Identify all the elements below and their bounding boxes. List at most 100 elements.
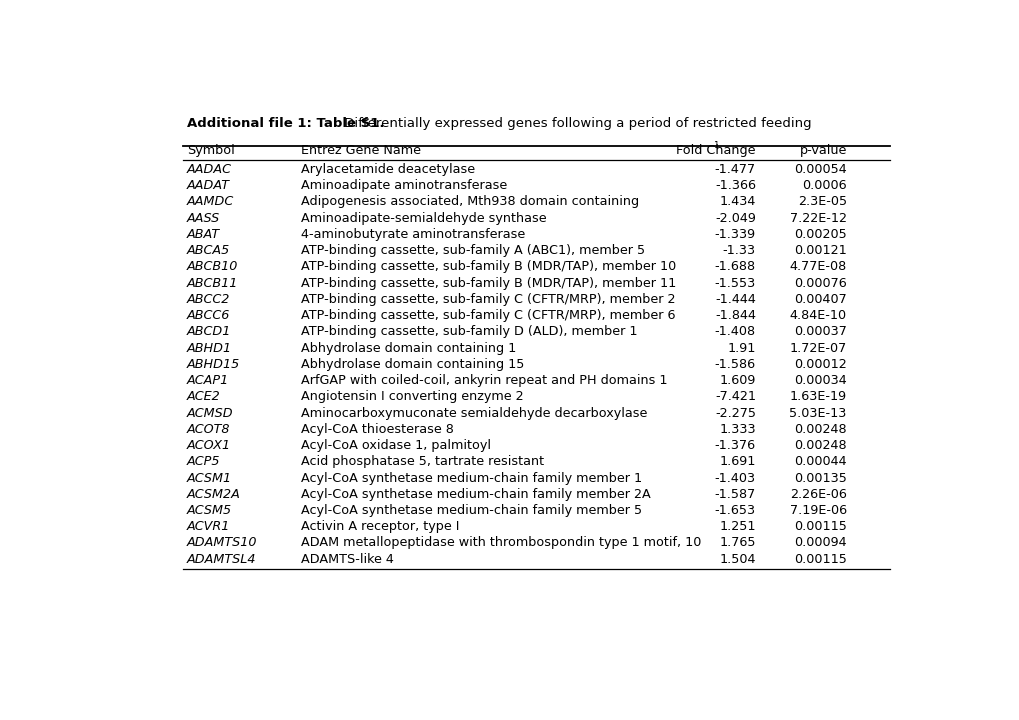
Text: AADAC: AADAC <box>186 163 231 176</box>
Text: AASS: AASS <box>186 212 220 225</box>
Text: ADAMTS10: ADAMTS10 <box>186 536 257 549</box>
Text: ABCA5: ABCA5 <box>186 244 230 257</box>
Text: Acyl-CoA thioesterase 8: Acyl-CoA thioesterase 8 <box>302 423 453 436</box>
Text: -1.477: -1.477 <box>714 163 755 176</box>
Text: Aminoadipate-semialdehyde synthase: Aminoadipate-semialdehyde synthase <box>302 212 546 225</box>
Text: ACOT8: ACOT8 <box>186 423 230 436</box>
Text: 5.03E-13: 5.03E-13 <box>789 407 846 420</box>
Text: ACE2: ACE2 <box>186 390 220 403</box>
Text: p-value: p-value <box>799 144 846 157</box>
Text: 1.72E-07: 1.72E-07 <box>789 341 846 354</box>
Text: -1.444: -1.444 <box>714 293 755 306</box>
Text: ACSM1: ACSM1 <box>186 472 231 485</box>
Text: Abhydrolase domain containing 15: Abhydrolase domain containing 15 <box>302 358 524 371</box>
Text: -1.653: -1.653 <box>714 504 755 517</box>
Text: -1.586: -1.586 <box>714 358 755 371</box>
Text: 0.00044: 0.00044 <box>794 455 846 468</box>
Text: -1.376: -1.376 <box>714 439 755 452</box>
Text: ABHD15: ABHD15 <box>186 358 239 371</box>
Text: 4-aminobutyrate aminotransferase: 4-aminobutyrate aminotransferase <box>302 228 525 241</box>
Text: ADAMTSL4: ADAMTSL4 <box>186 553 256 566</box>
Text: ACSM2A: ACSM2A <box>186 487 240 500</box>
Text: ACVR1: ACVR1 <box>186 521 230 534</box>
Text: 1.609: 1.609 <box>718 374 755 387</box>
Text: Acid phosphatase 5, tartrate resistant: Acid phosphatase 5, tartrate resistant <box>302 455 544 468</box>
Text: Symbol: Symbol <box>186 144 234 157</box>
Text: -1.844: -1.844 <box>714 309 755 322</box>
Text: 0.00205: 0.00205 <box>794 228 846 241</box>
Text: 0.0006: 0.0006 <box>802 179 846 192</box>
Text: -2.275: -2.275 <box>714 407 755 420</box>
Text: 1.765: 1.765 <box>718 536 755 549</box>
Text: 2.26E-06: 2.26E-06 <box>789 487 846 500</box>
Text: -1.553: -1.553 <box>714 276 755 289</box>
Text: ArfGAP with coiled-coil, ankyrin repeat and PH domains 1: ArfGAP with coiled-coil, ankyrin repeat … <box>302 374 667 387</box>
Text: ABCC6: ABCC6 <box>186 309 230 322</box>
Text: ACP5: ACP5 <box>186 455 220 468</box>
Text: ADAM metallopeptidase with thrombospondin type 1 motif, 10: ADAM metallopeptidase with thrombospondi… <box>302 536 701 549</box>
Text: 0.00054: 0.00054 <box>794 163 846 176</box>
Text: Adipogenesis associated, Mth938 domain containing: Adipogenesis associated, Mth938 domain c… <box>302 195 639 208</box>
Text: 0.00115: 0.00115 <box>793 553 846 566</box>
Text: Arylacetamide deacetylase: Arylacetamide deacetylase <box>302 163 475 176</box>
Text: Fold Change: Fold Change <box>676 144 755 157</box>
Text: ACSM5: ACSM5 <box>186 504 231 517</box>
Text: -7.421: -7.421 <box>714 390 755 403</box>
Text: ABAT: ABAT <box>186 228 220 241</box>
Text: Acyl-CoA synthetase medium-chain family member 2A: Acyl-CoA synthetase medium-chain family … <box>302 487 650 500</box>
Text: -1.688: -1.688 <box>714 261 755 274</box>
Text: 1.251: 1.251 <box>718 521 755 534</box>
Text: Aminocarboxymuconate semialdehyde decarboxylase: Aminocarboxymuconate semialdehyde decarb… <box>302 407 647 420</box>
Text: ACOX1: ACOX1 <box>186 439 230 452</box>
Text: 4.77E-08: 4.77E-08 <box>789 261 846 274</box>
Text: 7.22E-12: 7.22E-12 <box>789 212 846 225</box>
Text: 1.691: 1.691 <box>718 455 755 468</box>
Text: 0.00012: 0.00012 <box>794 358 846 371</box>
Text: Aminoadipate aminotransferase: Aminoadipate aminotransferase <box>302 179 507 192</box>
Text: 0.00135: 0.00135 <box>793 472 846 485</box>
Text: 0.00407: 0.00407 <box>794 293 846 306</box>
Text: 0.00076: 0.00076 <box>794 276 846 289</box>
Text: 1.333: 1.333 <box>718 423 755 436</box>
Text: 0.00034: 0.00034 <box>794 374 846 387</box>
Text: 1.504: 1.504 <box>718 553 755 566</box>
Text: ATP-binding cassette, sub-family A (ABC1), member 5: ATP-binding cassette, sub-family A (ABC1… <box>302 244 645 257</box>
Text: ATP-binding cassette, sub-family B (MDR/TAP), member 10: ATP-binding cassette, sub-family B (MDR/… <box>302 261 676 274</box>
Text: 0.00248: 0.00248 <box>794 423 846 436</box>
Text: 1: 1 <box>712 141 718 150</box>
Text: 0.00121: 0.00121 <box>794 244 846 257</box>
Text: Differentially expressed genes following a period of restricted feeding: Differentially expressed genes following… <box>339 117 811 130</box>
Text: 7.19E-06: 7.19E-06 <box>789 504 846 517</box>
Text: 1.63E-19: 1.63E-19 <box>789 390 846 403</box>
Text: Additional file 1: Table S1.: Additional file 1: Table S1. <box>186 117 384 130</box>
Text: -1.33: -1.33 <box>722 244 755 257</box>
Text: ATP-binding cassette, sub-family C (CFTR/MRP), member 6: ATP-binding cassette, sub-family C (CFTR… <box>302 309 676 322</box>
Text: ATP-binding cassette, sub-family B (MDR/TAP), member 11: ATP-binding cassette, sub-family B (MDR/… <box>302 276 676 289</box>
Text: ABCB10: ABCB10 <box>186 261 237 274</box>
Text: Acyl-CoA oxidase 1, palmitoyl: Acyl-CoA oxidase 1, palmitoyl <box>302 439 491 452</box>
Text: AADAT: AADAT <box>186 179 229 192</box>
Text: ADAMTS-like 4: ADAMTS-like 4 <box>302 553 394 566</box>
Text: AAMDC: AAMDC <box>186 195 233 208</box>
Text: ACAP1: ACAP1 <box>186 374 229 387</box>
Text: 1.91: 1.91 <box>727 341 755 354</box>
Text: ATP-binding cassette, sub-family C (CFTR/MRP), member 2: ATP-binding cassette, sub-family C (CFTR… <box>302 293 676 306</box>
Text: Activin A receptor, type I: Activin A receptor, type I <box>302 521 460 534</box>
Text: 4.84E-10: 4.84E-10 <box>789 309 846 322</box>
Text: -1.339: -1.339 <box>714 228 755 241</box>
Text: ACMSD: ACMSD <box>186 407 233 420</box>
Text: 0.00094: 0.00094 <box>794 536 846 549</box>
Text: -1.403: -1.403 <box>714 472 755 485</box>
Text: ABCB11: ABCB11 <box>186 276 237 289</box>
Text: ATP-binding cassette, sub-family D (ALD), member 1: ATP-binding cassette, sub-family D (ALD)… <box>302 325 637 338</box>
Text: Acyl-CoA synthetase medium-chain family member 1: Acyl-CoA synthetase medium-chain family … <box>302 472 642 485</box>
Text: -1.366: -1.366 <box>714 179 755 192</box>
Text: Entrez Gene Name: Entrez Gene Name <box>302 144 421 157</box>
Text: -1.587: -1.587 <box>714 487 755 500</box>
Text: Abhydrolase domain containing 1: Abhydrolase domain containing 1 <box>302 341 517 354</box>
Text: 1.434: 1.434 <box>718 195 755 208</box>
Text: Acyl-CoA synthetase medium-chain family member 5: Acyl-CoA synthetase medium-chain family … <box>302 504 642 517</box>
Text: ABCC2: ABCC2 <box>186 293 230 306</box>
Text: -2.049: -2.049 <box>714 212 755 225</box>
Text: ABCD1: ABCD1 <box>186 325 231 338</box>
